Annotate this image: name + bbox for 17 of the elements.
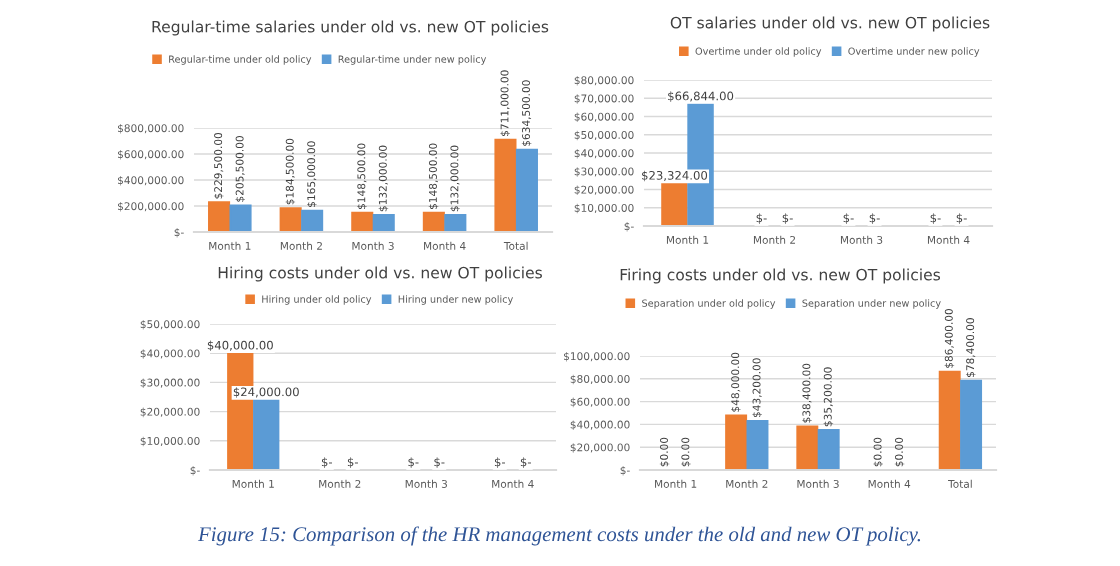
bar (301, 209, 324, 232)
bar (796, 425, 819, 470)
bar (229, 204, 252, 232)
bar (279, 207, 302, 232)
bar (494, 138, 517, 232)
bar (817, 429, 840, 470)
bar (444, 214, 467, 232)
bar (515, 148, 538, 232)
bar (351, 211, 374, 232)
caption: Figure 15: Comparison of the HR management costs under the old and new OT policy. (197, 526, 921, 546)
bar (746, 419, 769, 470)
bar (938, 370, 961, 470)
bar (208, 201, 231, 232)
bar (725, 414, 748, 470)
bar (372, 214, 395, 232)
bar (960, 379, 983, 470)
bar (422, 211, 445, 232)
